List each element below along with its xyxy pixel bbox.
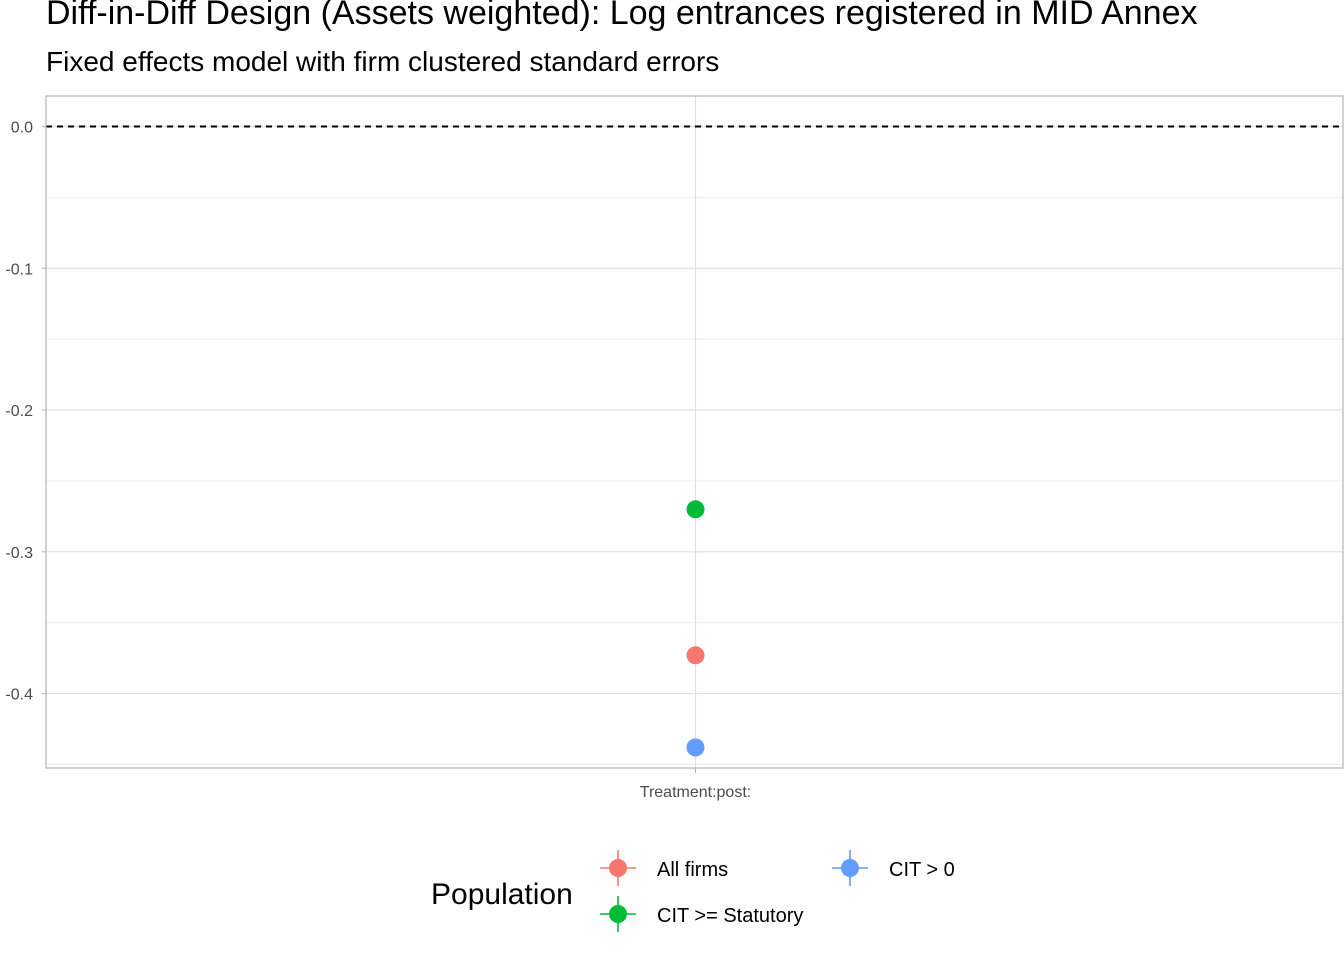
- y-tick-label: -0.1: [5, 261, 33, 278]
- plot-panel-border: [45, 95, 1344, 769]
- legend-key-point: [841, 859, 859, 877]
- chart-title: Diff-in-Diff Design (Assets weighted): L…: [46, 0, 1198, 32]
- point-cit-statutory: [686, 500, 705, 519]
- legend-key: [832, 850, 868, 886]
- grid: [46, 96, 1343, 768]
- y-tick-label: -0.2: [5, 403, 33, 420]
- x-tick-label: Treatment:post:: [640, 784, 751, 801]
- legend-label: CIT > 0: [889, 859, 955, 881]
- legend-key: [600, 896, 636, 932]
- y-tick-label: 0.0: [11, 119, 33, 136]
- legend-label: All firms: [657, 859, 728, 881]
- legend-key-point: [609, 859, 627, 877]
- point-cit-0: [686, 738, 705, 757]
- legend-label: CIT >= Statutory: [657, 905, 803, 927]
- point-all-firms: [686, 646, 705, 665]
- y-tick-label: -0.4: [5, 687, 33, 704]
- y-tick-label: -0.3: [5, 545, 33, 562]
- legend: Population All firms CIT > 0 CIT >= Statut…: [431, 850, 955, 932]
- data-points: [686, 500, 705, 757]
- legend-key: [600, 850, 636, 886]
- chart-subtitle: Fixed effects model with firm clustered …: [46, 46, 720, 77]
- legend-title: Population: [431, 878, 573, 911]
- legend-key-point: [609, 905, 627, 923]
- axes: 0.0 -0.1 -0.2 -0.3 -0.4 Treatment:post:: [5, 119, 751, 801]
